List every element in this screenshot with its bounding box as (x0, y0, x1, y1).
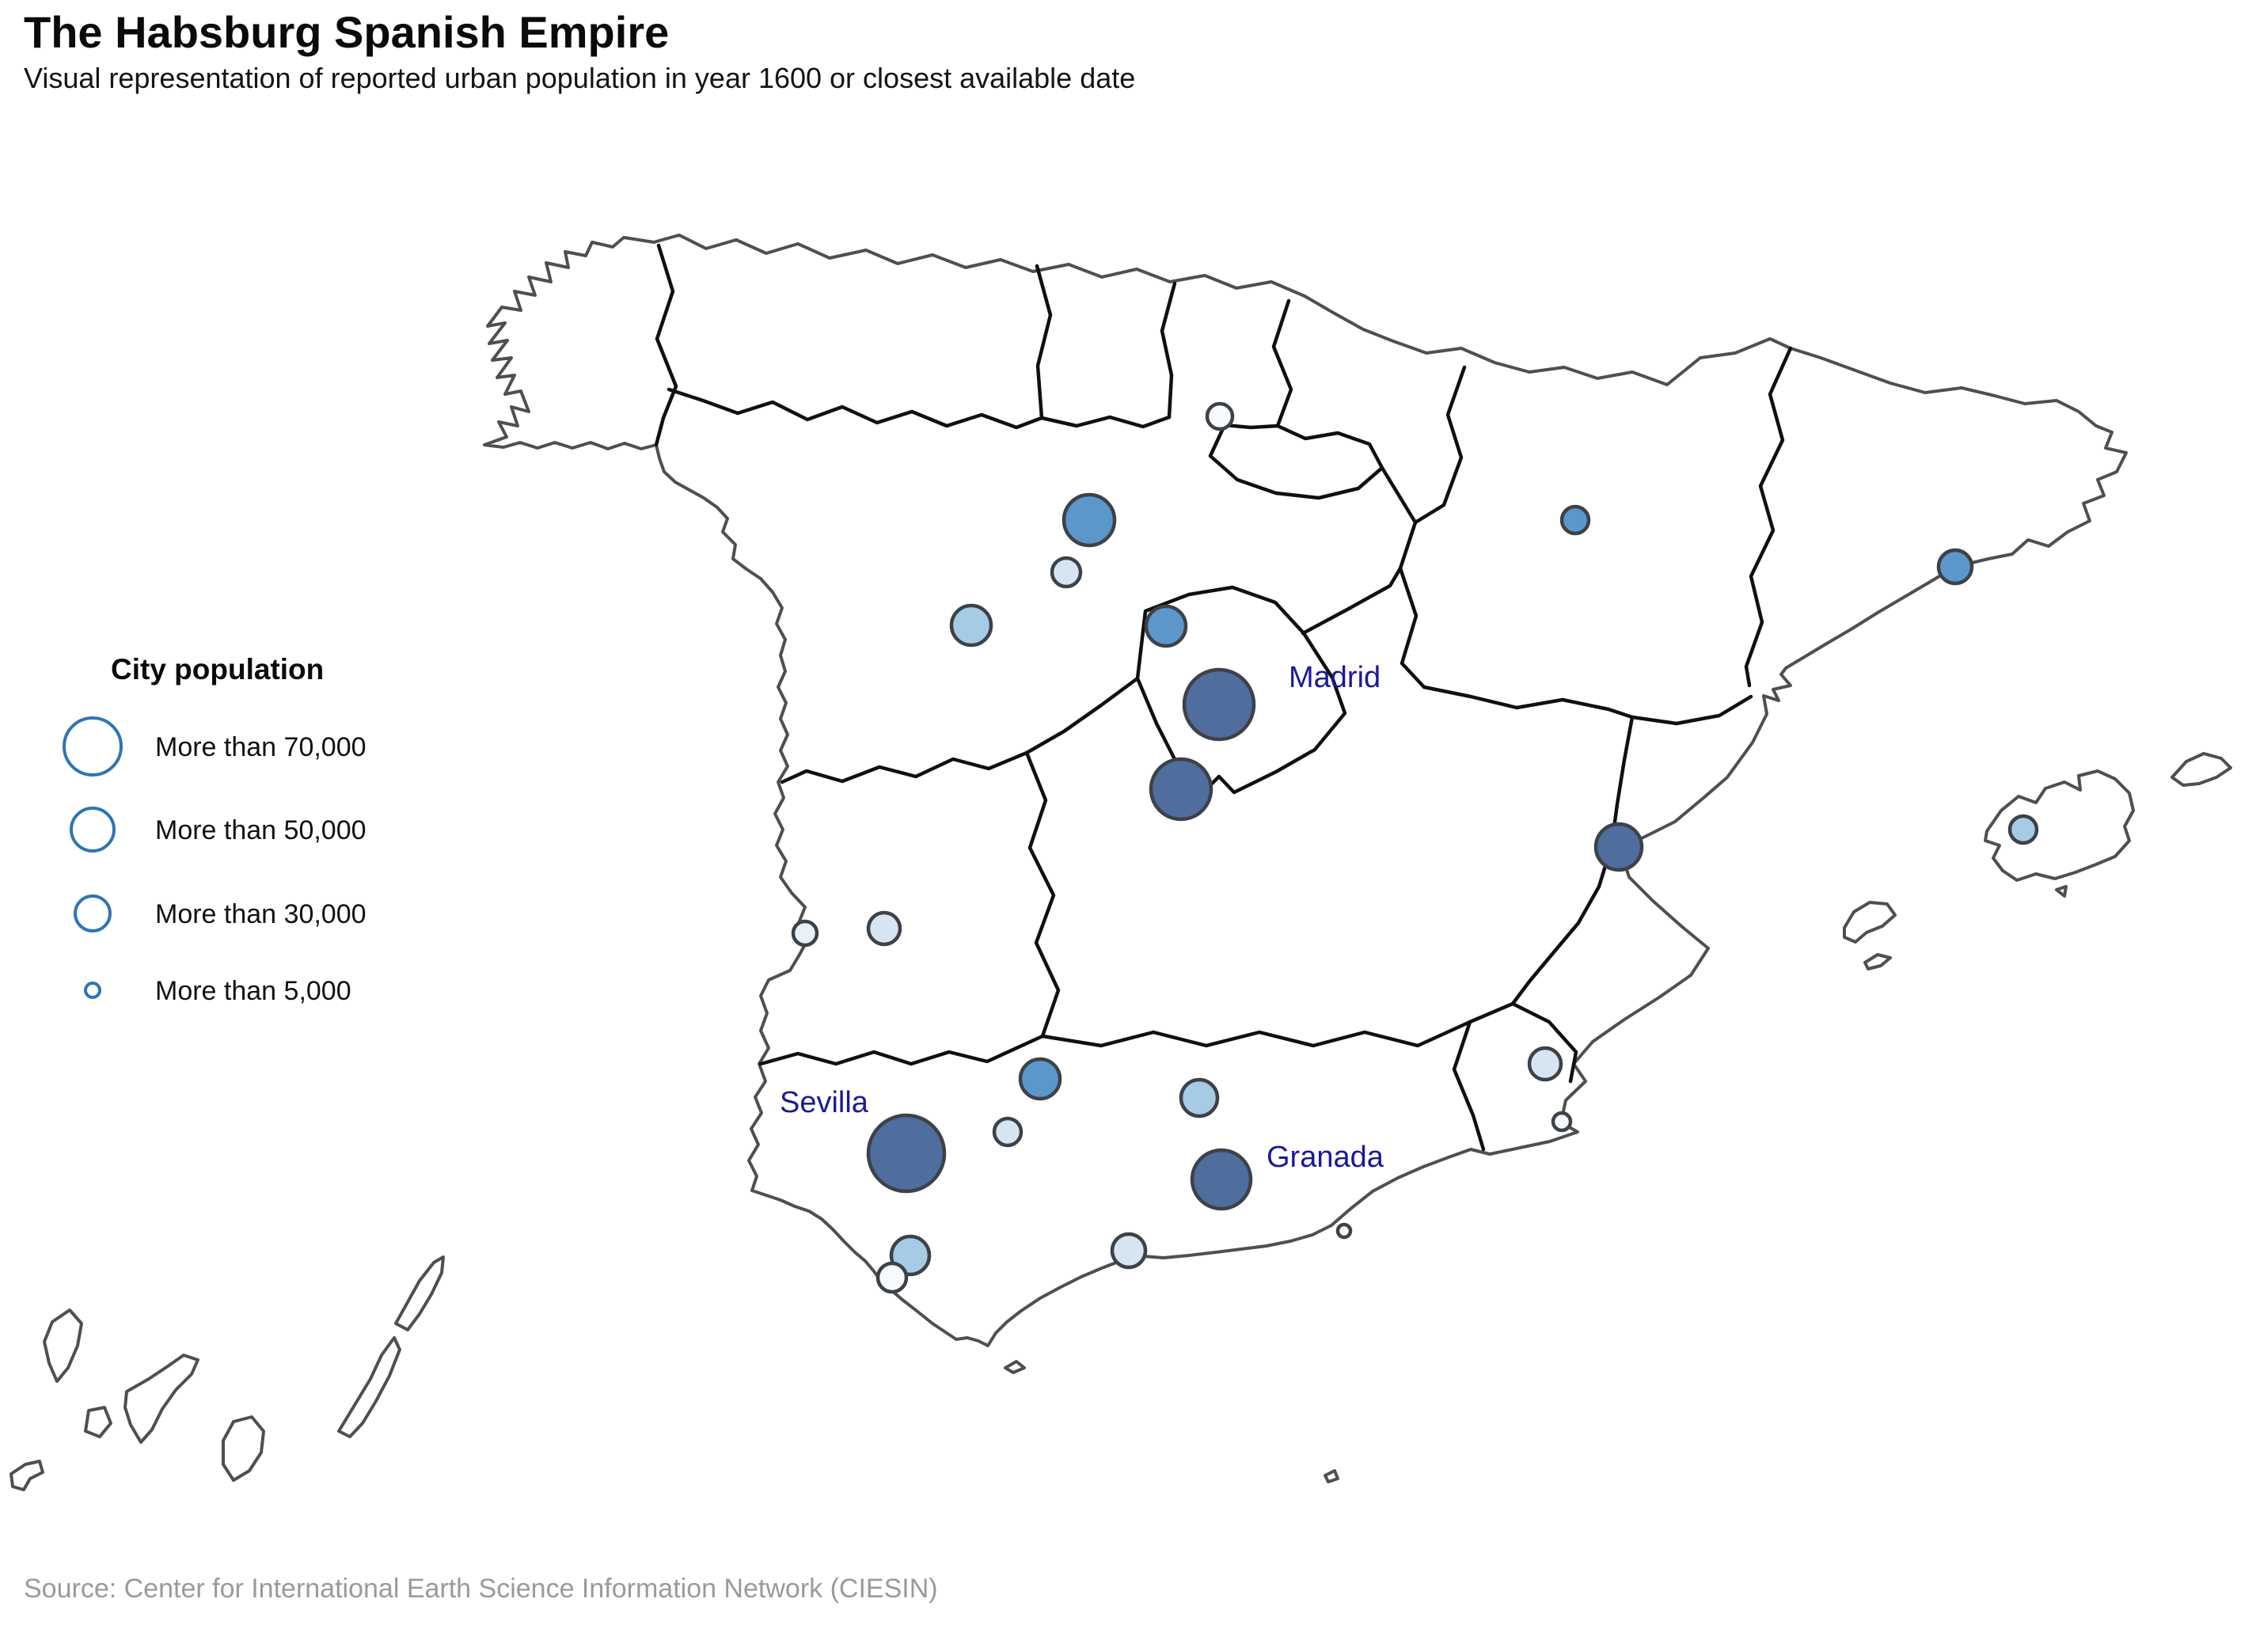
border-galicia-east (654, 243, 678, 447)
island-la-palma (43, 1308, 83, 1383)
city-circle (875, 1261, 909, 1294)
border-navarra-aragon (1413, 365, 1467, 525)
border-asturias-cantabria (1035, 264, 1053, 420)
legend-label: More than 5,000 (155, 976, 351, 1006)
city-circle (949, 603, 993, 648)
legend-label: More than 50,000 (155, 815, 367, 845)
mainland-coastline (483, 234, 2128, 1347)
border-cyl-aragon (1398, 520, 1426, 689)
city-circle (1936, 548, 1974, 586)
island-ibiza (1843, 901, 1897, 944)
city-circle (1179, 1077, 1220, 1118)
legend-label: More than 30,000 (155, 899, 367, 929)
legend-title: City population (111, 653, 324, 685)
city-circle (866, 910, 902, 947)
border-murcia-east (1510, 1001, 1578, 1084)
city-circle (866, 1113, 947, 1194)
region-borders-layer (654, 243, 1793, 1152)
page-title: The Habsburg Spanish Empire (24, 7, 670, 57)
city-label: Granada (1267, 1141, 1384, 1174)
city-label: Sevilla (780, 1086, 869, 1119)
border-rioja (1208, 423, 1384, 500)
legend-label: More than 70,000 (155, 732, 367, 762)
border-aragon-south (1422, 685, 1635, 720)
city-circle (1050, 556, 1083, 589)
legend-circle (74, 894, 112, 932)
island-gran-canaria (222, 1415, 265, 1482)
city-circle (1527, 1046, 1563, 1082)
border-basque-navarra (1271, 298, 1293, 428)
border-clm-extremadura (1024, 750, 1061, 1039)
city-label: Madrid (1289, 661, 1381, 694)
coastline-layer (9, 234, 2232, 1491)
island-mallorca (1984, 769, 2135, 882)
border-sierra-morena (758, 1020, 1472, 1066)
border-sistema-central (780, 676, 1140, 784)
legend-group: City population More than 70,000 More than… (63, 653, 367, 1006)
city-circle (1144, 604, 1188, 648)
city-circle (1110, 1232, 1148, 1270)
city-circles-layer (791, 401, 2039, 1294)
legend-circle (84, 982, 101, 999)
city-circle (1018, 1057, 1062, 1101)
city-circle (791, 919, 819, 948)
island-gomera (84, 1406, 112, 1438)
island-hierro (9, 1460, 44, 1491)
city-circle (1335, 1222, 1353, 1240)
city-circle (1593, 822, 1644, 872)
page-subtitle: Visual representation of reported urban … (24, 62, 1136, 94)
legend-circle (63, 716, 123, 777)
city-labels-layer: Madrid Sevilla Granada (780, 661, 1384, 1174)
border-aragon-valencia (1630, 694, 1753, 726)
legend-circle (70, 807, 116, 853)
city-circle (1190, 1148, 1253, 1211)
island-menorca (2171, 752, 2232, 787)
city-circle (1062, 492, 1117, 548)
city-circle (1559, 504, 1591, 536)
islet-cabrera (2055, 885, 2068, 898)
islet-south-2 (1324, 1469, 1339, 1483)
border-valencia-clm (1510, 715, 1635, 1006)
border-cantabria-basque (1160, 281, 1177, 420)
border-murcia-west (1452, 1020, 1486, 1152)
border-aragon-catalonia (1744, 346, 1793, 688)
islet-south-1 (1004, 1360, 1026, 1374)
city-circle (1149, 757, 1213, 822)
border-rioja-aragon (1380, 465, 1418, 525)
city-circle (1182, 667, 1256, 742)
city-circle (1551, 1111, 1573, 1133)
island-tenerife (123, 1354, 199, 1444)
island-lanzarote (394, 1255, 445, 1331)
border-guadalajara (1301, 566, 1403, 636)
island-formentera (1863, 953, 1892, 970)
source-note: Source: Center for International Earth S… (24, 1574, 938, 1604)
border-north-horizontal (667, 387, 1172, 430)
city-circle (992, 1116, 1024, 1148)
border-madrid-region (1135, 585, 1347, 797)
border-clm-murcia (1468, 1001, 1515, 1024)
island-fuerteventura (337, 1336, 401, 1438)
city-circle (2007, 814, 2039, 845)
city-circle (1205, 401, 1235, 431)
